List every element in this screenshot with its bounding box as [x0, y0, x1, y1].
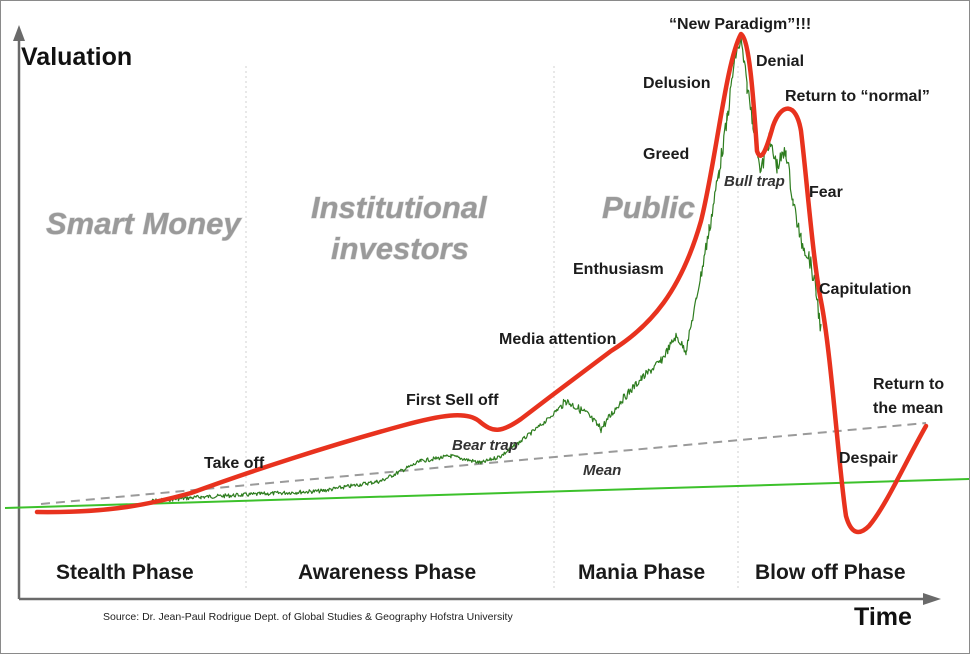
label-investors: investors — [331, 231, 469, 266]
stage-first-sell-off: First Sell off — [406, 392, 499, 409]
stage-take-off: Take off — [204, 455, 265, 472]
mean-line — [40, 422, 927, 505]
stage-despair: Despair — [839, 450, 898, 467]
stage-enthusiasm: Enthusiasm — [573, 261, 664, 278]
phase-dividers — [245, 66, 739, 591]
label-institutional: Institutional — [311, 190, 488, 225]
bubble-curve — [34, 31, 929, 535]
stage-mean: Mean — [583, 462, 621, 479]
stage-fear: Fear — [809, 184, 843, 201]
stage-new-paradigm: “New Paradigm”!!! — [669, 16, 811, 33]
x-axis-title: Time — [854, 603, 912, 631]
label-public: Public — [602, 190, 695, 225]
stage-denial: Denial — [756, 53, 804, 70]
y-axis-title: Valuation — [21, 43, 132, 71]
stage-bull-trap: Bull trap — [724, 173, 785, 190]
stage-media-attention: Media attention — [499, 331, 616, 348]
stage-return-to-line2: the mean — [873, 400, 943, 417]
label-smart-money: Smart Money — [46, 206, 242, 241]
stage-bear-trap: Bear trap — [452, 437, 518, 454]
source-note: Source: Dr. Jean-Paul Rodrigue Dept. of … — [103, 611, 513, 623]
stage-return-to-normal: Return to “normal” — [785, 88, 930, 105]
stage-delusion: Delusion — [643, 75, 711, 92]
stage-return-to-line1: Return to — [873, 376, 944, 393]
phase-stealth: Stealth Phase — [56, 561, 194, 584]
baseline-line — [4, 478, 969, 509]
phase-mania: Mania Phase — [578, 561, 705, 584]
phase-awareness: Awareness Phase — [298, 561, 476, 584]
price-series — [150, 36, 822, 503]
phase-blowoff: Blow off Phase — [755, 561, 906, 584]
x-axis-arrow — [923, 593, 941, 605]
stage-capitulation: Capitulation — [819, 281, 911, 298]
y-axis-arrow — [13, 25, 25, 41]
stage-greed: Greed — [643, 146, 689, 163]
